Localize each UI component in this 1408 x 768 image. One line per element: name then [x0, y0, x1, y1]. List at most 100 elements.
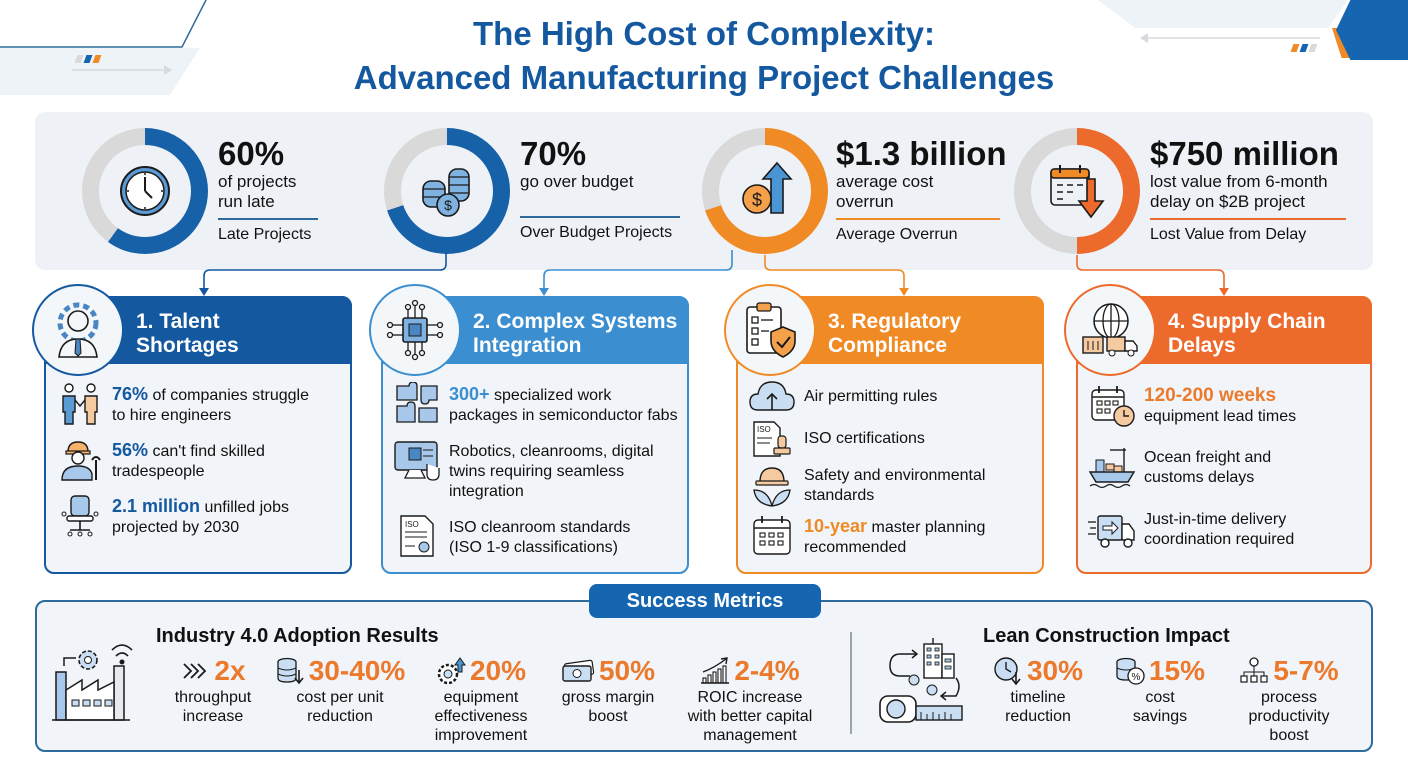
card-badge — [32, 284, 124, 376]
page-title-line-2: Advanced Manufacturing Project Challenge… — [353, 59, 1055, 96]
metric-item: 20% equipment effectiveness improvement — [418, 654, 544, 745]
worker-wrench-icon — [61, 441, 101, 481]
cloud-upload-icon — [749, 381, 795, 411]
list-item: ISO ISO cleanroom standards (ISO 1-9 clas… — [393, 514, 679, 558]
divider — [850, 632, 852, 734]
stat-label: Over Budget Projects — [520, 224, 673, 241]
svg-text:ISO: ISO — [757, 425, 771, 434]
engineer-gear-icon — [57, 302, 99, 358]
list-item: Air permitting rules — [748, 378, 1034, 414]
clipboard-shield-icon — [746, 302, 796, 358]
list-item: 10-year master planning recommended — [748, 514, 1034, 558]
stat-label: Late Projects — [218, 226, 312, 243]
coins-down-icon — [277, 657, 304, 685]
stat-value: 60% — [218, 135, 285, 172]
stat-late-projects: 60% of projects run late Late Projects — [82, 128, 332, 256]
puzzle-icon — [396, 382, 438, 423]
stat-value: $1.3 billion — [836, 135, 1007, 172]
card-complex-systems-integration: 2. Complex Systems Integration 300+ speci… — [369, 284, 689, 574]
decorative-corner-line — [0, 0, 207, 48]
calendar-clock-icon — [1091, 386, 1135, 427]
handshake-icon — [62, 383, 98, 425]
stat-description: go over budget — [520, 172, 634, 191]
metric-item: 2x throughput increase — [150, 654, 276, 726]
metric-item: 30-40% cost per unit reduction — [266, 654, 414, 726]
clock-down-icon — [994, 657, 1021, 686]
stat-label: Average Overrun — [836, 226, 958, 243]
stat-over-budget: $ 70% go over budget Over Budget Project… — [384, 128, 694, 256]
iso-certificate-icon: ISO — [400, 515, 434, 557]
decorative-corner-blue — [1336, 0, 1408, 60]
decorative-corner-panel — [1098, 0, 1348, 28]
stat-lost-value: $750 million lost value from 6-month dela… — [1014, 128, 1354, 256]
globe-truck-icon — [1082, 303, 1138, 357]
metric-description: cost per unit reduction — [296, 689, 384, 725]
chevrons-right-icon — [183, 663, 207, 679]
page-title: The High Cost of Complexity: Advanced Ma… — [0, 12, 1408, 100]
stat-description: lost value from 6-month delay on $2B proj… — [1150, 172, 1328, 211]
svg-text:$: $ — [444, 197, 452, 213]
metric-item: 2-4% ROIC increase with better capital man… — [676, 654, 824, 745]
list-item: Ocean freight and customs delays — [1088, 446, 1362, 490]
list-item: 56% can't find skilled tradespeople — [56, 438, 342, 482]
metric-description: timeline reduction — [1005, 689, 1071, 725]
list-item: ISO ISO certifications — [748, 420, 1034, 458]
smart-factory-icon — [52, 644, 133, 721]
metric-description: cost savings — [1132, 689, 1188, 725]
list-item: 120-200 weeks equipment lead times — [1088, 384, 1362, 428]
decorative-arrow-right — [72, 65, 172, 75]
building-tape-measure-icon — [879, 638, 963, 723]
decorative-arrow-left — [1140, 33, 1320, 43]
progress-ring — [384, 128, 510, 254]
coins-percent-icon: % — [1116, 657, 1145, 685]
dollar-up-arrow-icon: $ — [742, 161, 793, 214]
card-title: 4. Supply Chain Delays — [1168, 310, 1326, 357]
card-talent-shortages: 1. Talent Shortages 76% of companies stru… — [32, 284, 352, 574]
calendar-icon — [753, 516, 791, 555]
growth-chart-icon — [701, 657, 730, 684]
divider — [836, 218, 1000, 220]
clock-icon — [120, 166, 170, 216]
card-supply-chain-delays: 4. Supply Chain Delays 120-200 weeks equip… — [1064, 284, 1372, 574]
coins-icon: $ — [422, 168, 470, 217]
list-item: Safety and environmental standards — [748, 464, 1034, 508]
process-hierarchy-icon — [1240, 657, 1268, 683]
svg-text:%: % — [1132, 672, 1141, 683]
iso-stamp-icon: ISO — [753, 421, 791, 457]
cargo-ship-icon — [1088, 448, 1136, 489]
success-metrics-panel — [35, 600, 1373, 752]
svg-text:$: $ — [752, 190, 762, 210]
list-item: 300+ specialized work packages in semicon… — [393, 382, 679, 426]
monitor-chip-icon — [394, 441, 440, 481]
circuit-chip-icon — [386, 299, 444, 361]
metric-item: 30% timeline reduction — [976, 654, 1100, 726]
list-item: Just-in-time delivery coordination requir… — [1088, 508, 1362, 552]
card-title: 1. Talent Shortages — [136, 310, 239, 357]
gear-up-icon — [437, 657, 466, 685]
metric-description: ROIC increase with better capital manageme… — [687, 689, 813, 744]
banknote-icon — [562, 659, 595, 682]
stat-label: Lost Value from Delay — [1150, 226, 1307, 243]
divider — [1150, 218, 1346, 220]
success-metrics-label: Success Metrics — [589, 584, 821, 618]
divider — [520, 216, 680, 218]
calendar-down-arrow-icon — [1050, 165, 1105, 219]
stat-value: 70% — [520, 135, 587, 172]
stat-description: average cost overrun — [836, 172, 934, 211]
hardhat-leaf-icon — [753, 467, 791, 507]
card-title: 3. Regulatory Compliance — [828, 310, 962, 357]
page-title-line-1: The High Cost of Complexity: — [473, 15, 935, 52]
list-item: 76% of companies struggle to hire enginee… — [56, 382, 342, 426]
card-title: 2. Complex Systems Integration — [473, 310, 678, 357]
office-chair-icon — [61, 495, 99, 537]
metric-item: 5-7% process productivity boost — [1222, 654, 1356, 745]
card-badge — [369, 284, 461, 376]
metric-description: equipment effectiveness improvement — [434, 689, 528, 744]
industry-group-title: Industry 4.0 Adoption Results — [156, 625, 439, 647]
metric-item: 50% gross margin boost — [550, 654, 666, 726]
svg-text:ISO: ISO — [405, 520, 419, 529]
divider — [218, 218, 318, 220]
metric-description: throughput increase — [174, 689, 252, 725]
card-badge — [1064, 284, 1156, 376]
metric-description: process productivity boost — [1248, 689, 1330, 744]
